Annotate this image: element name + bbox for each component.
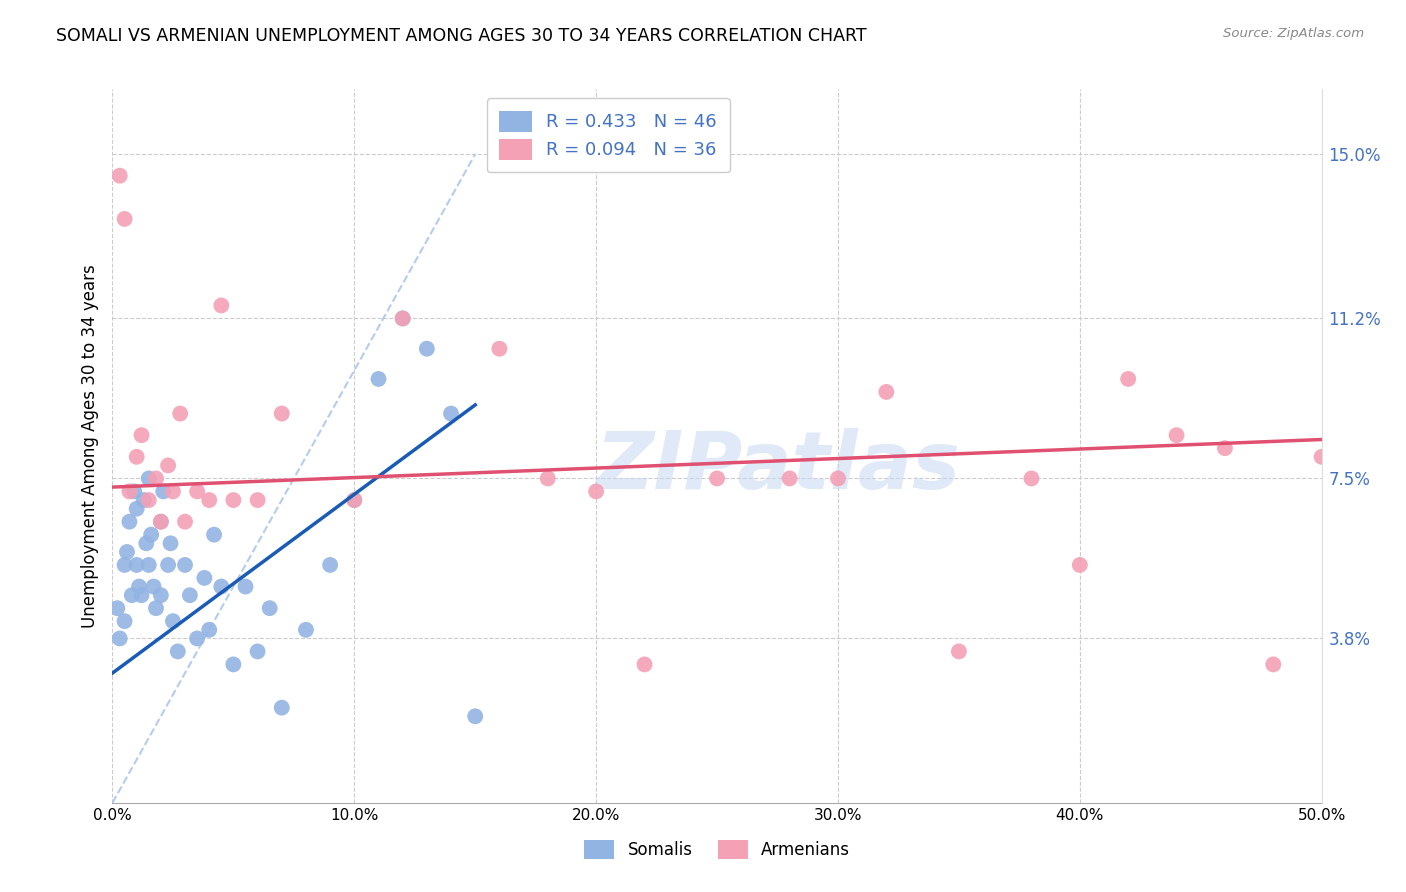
Point <box>162 484 184 499</box>
Point <box>152 484 174 499</box>
Point <box>186 484 208 499</box>
Point <box>391 311 413 326</box>
Point <box>633 657 655 672</box>
Point <box>1116 372 1139 386</box>
Point <box>246 493 269 508</box>
Point <box>343 493 366 508</box>
Point <box>121 588 143 602</box>
Point <box>270 407 292 421</box>
Text: ZIPatlas: ZIPatlas <box>595 428 960 507</box>
Point <box>131 428 153 442</box>
Point <box>149 588 172 602</box>
Point <box>440 407 463 421</box>
Point <box>149 515 172 529</box>
Point <box>343 493 366 508</box>
Point <box>145 601 167 615</box>
Point <box>1021 471 1043 485</box>
Point <box>295 623 318 637</box>
Point <box>270 700 292 714</box>
Point <box>209 580 232 594</box>
Point <box>142 580 165 594</box>
Point <box>125 558 148 572</box>
Point <box>1213 441 1236 455</box>
Point <box>367 372 389 386</box>
Point <box>319 558 342 572</box>
Point <box>1069 558 1091 572</box>
Point <box>488 342 510 356</box>
Point <box>537 471 560 485</box>
Point <box>193 571 215 585</box>
Point <box>157 458 180 473</box>
Point <box>259 601 281 615</box>
Point <box>114 614 136 628</box>
Text: SOMALI VS ARMENIAN UNEMPLOYMENT AMONG AGES 30 TO 34 YEARS CORRELATION CHART: SOMALI VS ARMENIAN UNEMPLOYMENT AMONG AG… <box>56 27 868 45</box>
Point <box>464 709 486 723</box>
Point <box>138 493 160 508</box>
Point <box>138 558 160 572</box>
Point <box>169 407 191 421</box>
Point <box>391 311 413 326</box>
Point <box>198 623 221 637</box>
Point <box>162 614 184 628</box>
Point <box>222 657 245 672</box>
Point <box>416 342 439 356</box>
Point <box>235 580 257 594</box>
Point <box>115 545 138 559</box>
Point <box>125 501 148 516</box>
Point <box>186 632 208 646</box>
Point <box>246 644 269 658</box>
Point <box>1310 450 1333 464</box>
Point <box>706 471 728 485</box>
Point <box>779 471 801 485</box>
Point <box>827 471 849 485</box>
Point <box>209 298 232 312</box>
Point <box>108 632 131 646</box>
Point <box>132 493 155 508</box>
Point <box>145 471 167 485</box>
Point <box>131 588 153 602</box>
Point <box>222 493 245 508</box>
Point <box>122 484 145 499</box>
Point <box>1166 428 1188 442</box>
Point <box>198 493 221 508</box>
Point <box>174 558 197 572</box>
Point <box>105 601 128 615</box>
Point <box>125 450 148 464</box>
Point <box>149 515 172 529</box>
Point <box>875 384 897 399</box>
Point <box>114 558 136 572</box>
Point <box>948 644 970 658</box>
Point <box>138 471 160 485</box>
Point <box>174 515 197 529</box>
Y-axis label: Unemployment Among Ages 30 to 34 years: Unemployment Among Ages 30 to 34 years <box>80 264 98 628</box>
Point <box>108 169 131 183</box>
Point <box>128 580 150 594</box>
Point <box>118 515 141 529</box>
Text: Source: ZipAtlas.com: Source: ZipAtlas.com <box>1223 27 1364 40</box>
Point <box>118 484 141 499</box>
Point <box>179 588 201 602</box>
Point <box>166 644 188 658</box>
Point <box>135 536 157 550</box>
Point <box>114 211 136 226</box>
Point <box>141 527 163 541</box>
Point <box>202 527 225 541</box>
Legend: Somalis, Armenians: Somalis, Armenians <box>578 833 856 866</box>
Point <box>585 484 607 499</box>
Point <box>1263 657 1285 672</box>
Point <box>157 558 180 572</box>
Point <box>159 536 181 550</box>
